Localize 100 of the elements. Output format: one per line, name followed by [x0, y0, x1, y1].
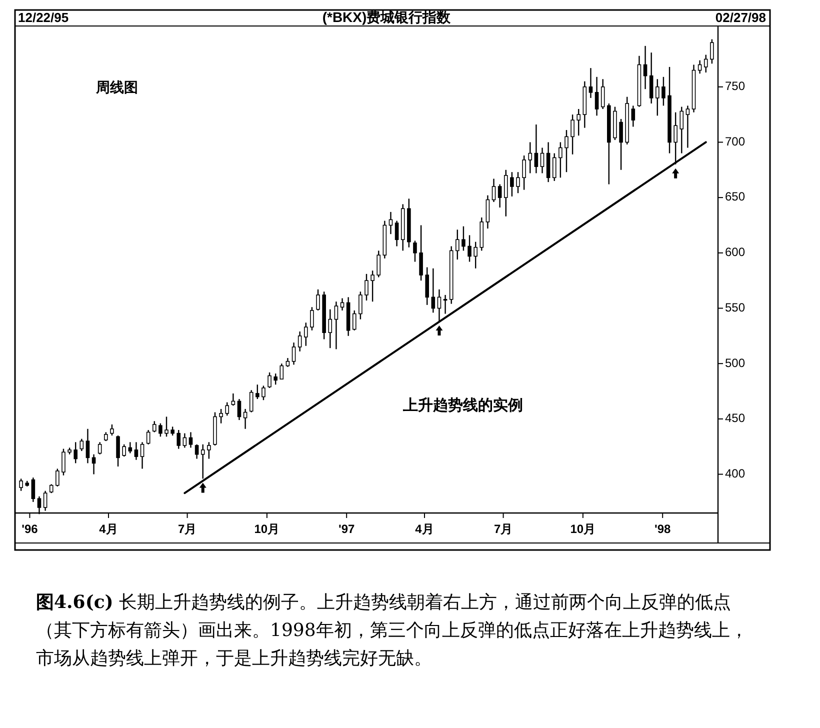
candlestick	[207, 442, 211, 460]
candlestick	[649, 52, 654, 104]
candlestick	[182, 432, 187, 448]
candlestick	[310, 306, 314, 331]
text: 02/27/98	[715, 10, 766, 25]
candlestick	[564, 129, 568, 173]
candlestick	[316, 288, 320, 312]
candlestick	[619, 118, 623, 170]
candlestick	[237, 398, 242, 421]
annotation: 上升趋势线的实例	[402, 396, 523, 414]
y-tick-label: 450	[725, 411, 746, 426]
x-tick-label: '96	[22, 522, 38, 536]
candlestick	[164, 416, 168, 438]
candlestick	[256, 384, 260, 400]
y-tick-label: 600	[725, 245, 746, 260]
x-tick-label: 10月	[254, 522, 280, 536]
candlestick	[225, 402, 230, 416]
candlestick	[31, 476, 36, 503]
candlestick	[552, 152, 556, 182]
annotation: 周线图	[95, 79, 138, 95]
candlestick	[594, 76, 599, 116]
candlestick	[486, 194, 490, 230]
candlestick	[128, 442, 132, 454]
candlestick	[292, 342, 296, 366]
y-tick-label: 400	[725, 466, 746, 480]
x-tick-label: '97	[338, 522, 356, 536]
y-tick-label: 700	[725, 134, 746, 148]
candlestick	[80, 438, 84, 452]
candlestick	[19, 478, 23, 492]
candlestick	[134, 442, 138, 460]
y-tick-label: 550	[725, 300, 746, 314]
candlestick	[358, 291, 362, 320]
candlestick	[504, 169, 508, 217]
candlestick	[152, 420, 156, 433]
candlestick	[328, 308, 332, 349]
candlestick	[643, 45, 648, 90]
candlestick	[158, 422, 162, 438]
candlestick	[110, 424, 114, 436]
candlestick	[704, 54, 708, 74]
candlestick	[419, 224, 423, 282]
candlestick	[304, 322, 308, 346]
candlestick	[528, 142, 532, 174]
candlestick	[298, 330, 302, 352]
candlestick	[534, 124, 538, 174]
candlestick	[680, 106, 684, 154]
y-tick-label: 650	[725, 190, 746, 204]
candlestick	[146, 429, 150, 445]
x-tick-label: 7月	[494, 522, 513, 536]
candlestick	[576, 108, 581, 136]
candlestick	[62, 448, 66, 476]
candlestick	[631, 105, 636, 128]
text: 12/22/95	[18, 10, 69, 25]
candlestick	[600, 78, 605, 110]
candlestick	[74, 442, 78, 464]
candlestick	[176, 429, 181, 450]
x-tick-label: 4月	[99, 522, 118, 536]
candlestick	[462, 226, 466, 252]
candlestick	[219, 408, 223, 424]
y-tick-label: 750	[725, 79, 746, 94]
candlestick	[425, 266, 430, 306]
caption: 图4.6(c) 长期上升趋势线的例子。上升趋势线朝着右上方，通过前两个向上反弹的低点（其下方标有箭头）画出来。1998年初，第三个向上反弹的低点正好落在上升趋势线上，市场从趋势线上弹开，于是上升趋势线完好无缺。	[36, 592, 748, 669]
candlestick	[443, 294, 448, 314]
candlestick	[662, 76, 666, 106]
candlestick	[492, 178, 496, 203]
candlestick	[249, 390, 254, 413]
candlestick	[188, 432, 193, 448]
candlestick	[274, 372, 278, 386]
chart-title: (*BKX)费城银行指数	[322, 9, 452, 25]
candlestick	[98, 442, 102, 455]
candlestick	[116, 434, 120, 468]
candlestick	[364, 273, 368, 302]
candlestick	[231, 392, 236, 406]
candlestick	[570, 114, 574, 155]
candlestick	[431, 268, 436, 314]
candlestick	[140, 442, 144, 470]
candlestick	[122, 444, 126, 458]
x-tick-label: 4月	[415, 522, 434, 536]
candlestick	[394, 220, 399, 247]
candlestick	[194, 444, 199, 460]
candlestick	[516, 172, 520, 194]
x-tick-label: '98	[654, 522, 672, 536]
y-tick-label: 500	[725, 356, 746, 370]
candlestick	[376, 250, 381, 278]
candlestick	[522, 154, 526, 190]
candlestick	[498, 184, 502, 208]
candlestick	[262, 385, 266, 401]
candlestick	[468, 234, 472, 262]
candlestick	[710, 38, 714, 64]
candlestick	[340, 298, 344, 312]
candlestick	[588, 67, 593, 99]
candlestick	[540, 147, 544, 174]
candlestick	[268, 372, 272, 389]
candlestick	[352, 310, 356, 331]
candlestick	[334, 301, 338, 350]
candlestick	[56, 468, 60, 488]
candlestick	[200, 444, 205, 480]
candlestick	[437, 288, 442, 322]
candlestick	[558, 142, 562, 178]
candlestick	[413, 240, 417, 262]
candlestick	[86, 428, 90, 464]
